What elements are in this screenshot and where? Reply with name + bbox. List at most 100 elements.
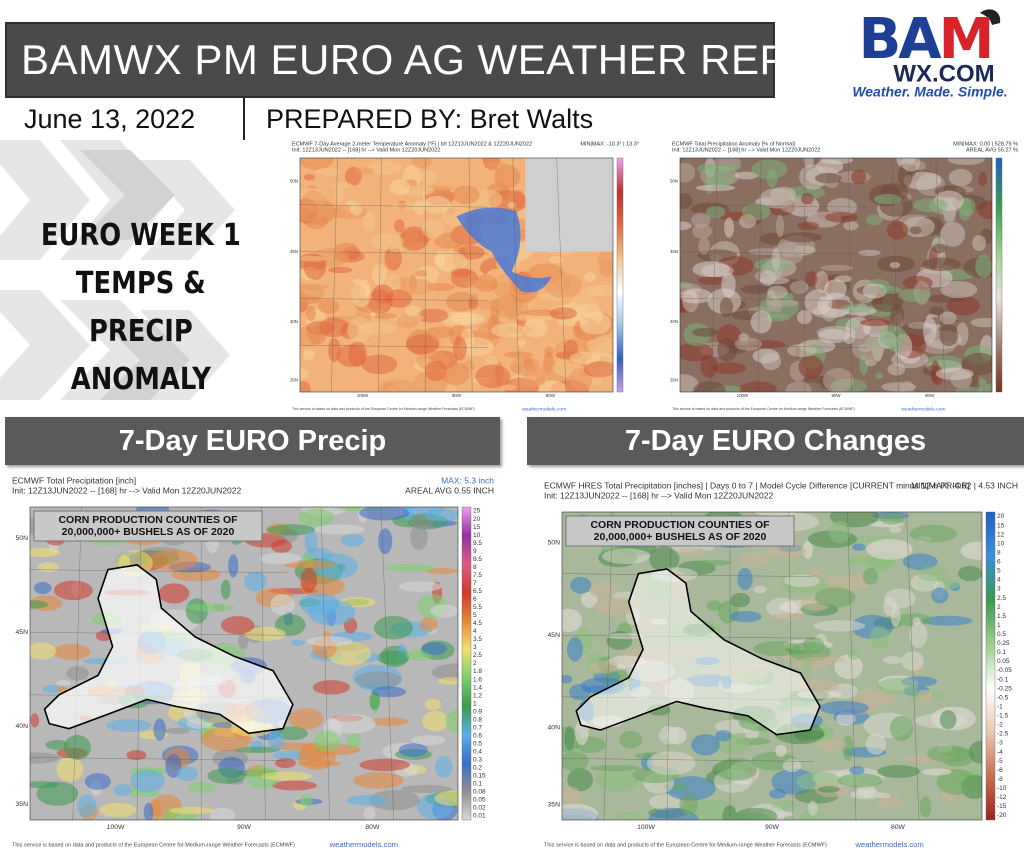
field-blob <box>419 617 438 632</box>
divider <box>243 98 245 140</box>
field-blob <box>842 735 854 762</box>
field-blob <box>912 198 949 213</box>
field-blob <box>704 162 742 172</box>
field-blob <box>403 229 419 249</box>
field-blob <box>764 544 807 559</box>
map-footer: This service is based on data and produc… <box>672 407 855 411</box>
field-blob <box>53 580 93 601</box>
legend-label: 9.5 <box>473 540 482 547</box>
field-blob <box>424 698 441 711</box>
map-field <box>562 512 982 820</box>
field-blob <box>570 576 592 594</box>
field-blob <box>826 198 858 217</box>
field-blob <box>543 272 583 299</box>
legend-label: 0.05 <box>473 797 486 804</box>
legend-label: 10 <box>997 540 1005 547</box>
field-blob <box>353 772 404 789</box>
longitude-label: 90W <box>831 393 841 398</box>
state-border <box>556 158 567 392</box>
field-blob <box>691 734 720 756</box>
field-blob <box>724 217 734 238</box>
field-blob <box>697 276 727 285</box>
legend-label: 25 <box>473 508 481 515</box>
legend-label: 2.5 <box>997 595 1006 602</box>
field-blob <box>304 529 318 554</box>
field-blob <box>889 715 913 742</box>
field-blob <box>434 250 467 272</box>
field-blob <box>679 793 698 816</box>
field-blob <box>836 711 856 726</box>
map-source: weathermodels.com <box>329 840 398 849</box>
field-blob <box>680 373 699 392</box>
field-blob <box>772 191 791 207</box>
field-blob <box>446 291 477 312</box>
legend-label: 15 <box>473 524 481 531</box>
side-title-line: EURO WEEK 1 <box>40 218 241 253</box>
field-blob <box>588 660 619 674</box>
field-blob <box>220 579 231 600</box>
field-blob <box>369 789 421 811</box>
legend-label: -1.5 <box>997 713 1009 720</box>
field-blob <box>300 283 330 291</box>
field-blob <box>968 740 982 764</box>
field-blob <box>753 585 767 594</box>
field-blob <box>470 292 479 302</box>
field-blob <box>698 237 710 255</box>
legend-label: -0.5 <box>997 694 1009 701</box>
field-blob <box>315 167 341 176</box>
field-blob <box>430 604 458 618</box>
field-blob <box>850 789 883 800</box>
logo-domain: WX.COM <box>893 60 994 87</box>
legend-label: 6 <box>473 596 477 603</box>
field-blob <box>567 768 593 792</box>
legend-label: 0.7 <box>473 724 482 731</box>
field-blob <box>797 221 820 231</box>
field-blob <box>567 636 583 662</box>
field-blob <box>113 784 133 797</box>
longitude-label: 90W <box>452 393 462 398</box>
field-blob <box>912 617 921 626</box>
field-blob <box>314 524 365 535</box>
state-border <box>603 512 613 820</box>
field-blob <box>824 279 847 299</box>
field-blob <box>410 524 428 550</box>
field-blob <box>244 571 267 592</box>
field-blob <box>271 780 317 791</box>
field-blob <box>680 162 696 183</box>
field-blob <box>822 368 854 392</box>
field-blob <box>37 562 60 573</box>
legend-label: 0.2 <box>473 765 482 772</box>
longitude-label: 100W <box>737 393 749 398</box>
field-blob <box>849 766 865 775</box>
latitude-label: 40N <box>670 319 678 324</box>
field-blob <box>939 311 957 325</box>
field-blob <box>415 308 449 323</box>
state-border <box>680 204 868 208</box>
field-blob <box>372 284 394 305</box>
field-blob <box>758 276 790 285</box>
field-blob <box>929 306 945 316</box>
field-blob <box>960 541 982 560</box>
field-blob <box>936 768 976 795</box>
field-blob <box>715 729 732 742</box>
field-blob <box>371 686 407 698</box>
map-footer: This service is based on data and produc… <box>544 842 827 848</box>
field-blob <box>564 726 575 751</box>
legend-label: 8 <box>997 549 1001 556</box>
state-border <box>300 204 488 208</box>
field-blob <box>401 784 453 793</box>
field-blob <box>798 355 824 379</box>
legend-label: 0.01 <box>473 813 486 820</box>
field-blob <box>421 642 448 655</box>
field-blob <box>433 232 465 249</box>
state-border <box>378 158 382 392</box>
field-blob <box>886 221 909 240</box>
field-blob <box>961 352 992 376</box>
corn-label: CORN PRODUCTION COUNTIES OF <box>590 519 770 531</box>
longitude-label: 90W <box>237 824 252 831</box>
legend-bar <box>461 506 472 821</box>
field-blob <box>816 738 847 751</box>
field-blob <box>879 325 907 348</box>
field-blob <box>207 768 246 784</box>
